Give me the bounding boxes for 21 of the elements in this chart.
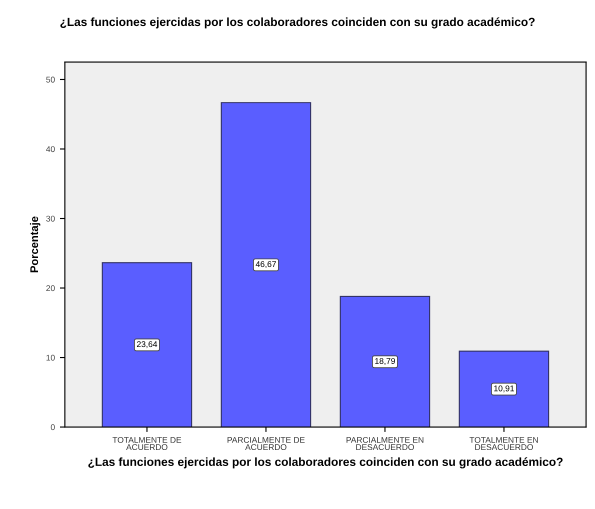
y-tick-label: 30 — [46, 216, 55, 222]
bar — [220, 102, 312, 428]
data-label: 46,67 — [256, 261, 276, 268]
bar — [340, 296, 430, 428]
x-axis-title: ¿Las funciones ejercidas por los colaboradores coinciden con su grado académico? — [88, 457, 563, 468]
chart-title: ¿Las funciones ejercidas por los colaboradores coinciden con su grado académico? — [60, 17, 535, 28]
y-tick-label: 20 — [46, 285, 55, 292]
y-tick-label: 0 — [50, 424, 55, 430]
x-tick-label: PARCIALMENTE DE ACUERDO — [228, 436, 305, 450]
x-tick-label: PARCIALMENTE EN DESACUERDO — [346, 436, 424, 450]
bar — [102, 262, 192, 428]
y-tick-label: 10 — [46, 354, 55, 361]
bar — [458, 350, 550, 428]
data-label: 18,79 — [375, 358, 395, 365]
data-label: 23,64 — [136, 341, 158, 348]
x-tick-label: TOTALMENTE DE ACUERDO — [112, 436, 182, 450]
y-axis-title: Porcentaje — [30, 216, 40, 272]
x-tick-label: TOTALMENTE EN DESACUERDO — [470, 436, 538, 450]
y-tick-label: 50 — [46, 76, 55, 83]
y-tick-label: 40 — [46, 146, 55, 152]
data-label: 10,91 — [494, 385, 514, 392]
